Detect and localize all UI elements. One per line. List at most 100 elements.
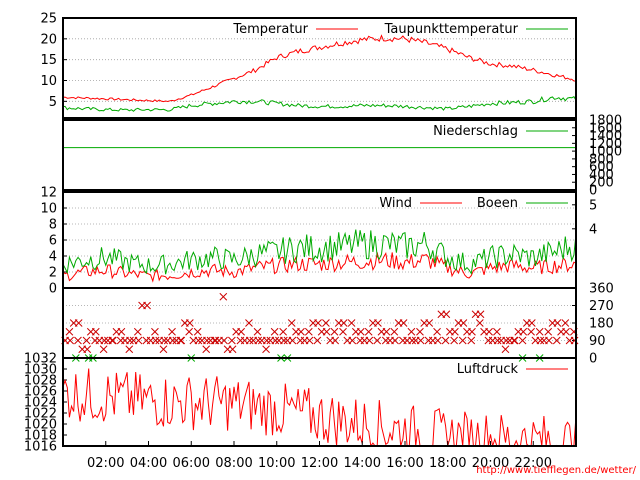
x-tick-label: 02:00 <box>87 456 124 471</box>
series-line-taupunkttemperatur <box>62 95 577 112</box>
direction-point <box>99 345 108 354</box>
direction-point <box>279 327 288 336</box>
x-axis: 02:00 04:00 06:00 08:00 10:00 12:00 14:00 16:00… <box>87 441 552 471</box>
y-tick-label: 6 <box>49 234 57 249</box>
direction-point <box>365 336 374 345</box>
y-tick-label-right: 1800 <box>589 114 622 129</box>
direction-point <box>553 319 562 327</box>
direction-point <box>374 319 382 327</box>
y-tick-label: 8 <box>49 218 57 233</box>
y-tick-label-right: 600 <box>589 160 614 175</box>
y-tick-label: 1032 <box>24 352 57 367</box>
direction-point <box>373 336 382 345</box>
direction-point <box>125 345 134 354</box>
y-tick-label-right: 180 <box>589 317 614 332</box>
direction-point <box>339 327 347 336</box>
direction-point <box>459 319 468 327</box>
x-tick-label: 16:00 <box>386 456 423 471</box>
direction-point <box>66 336 74 345</box>
direction-point <box>134 336 143 345</box>
x-tick-label: 04:00 <box>130 456 167 471</box>
y-tick-label-right: 1600 <box>589 121 622 136</box>
legend-label: Temperatur <box>232 22 308 37</box>
direction-point <box>194 336 203 345</box>
legend-label: Boeen <box>477 196 518 211</box>
direction-point <box>228 336 236 345</box>
y-tick-label-right: 270 <box>589 299 614 314</box>
direction-point <box>510 336 518 345</box>
direction-point <box>297 327 305 336</box>
y-tick-label-right: 5 <box>589 198 597 213</box>
footer-url[interactable]: http://www.tiefflegen.de/wetter/ <box>476 465 636 476</box>
y-tick-label: 1020 <box>24 418 57 433</box>
direction-point <box>133 327 142 336</box>
direction-point <box>270 327 279 336</box>
direction-point <box>288 336 297 345</box>
direction-point <box>450 336 459 345</box>
direction-point <box>211 336 220 345</box>
y-tick-label: 1028 <box>24 374 57 389</box>
direction-point <box>322 319 330 327</box>
direction-point <box>185 319 194 327</box>
y-tick-label: 2 <box>49 266 57 281</box>
direction-point <box>544 327 553 336</box>
direction-point <box>347 319 356 327</box>
legend-label: Luftdruck <box>457 362 519 377</box>
direction-point <box>65 327 74 336</box>
direction-point <box>245 319 253 327</box>
direction-point <box>552 336 561 345</box>
direction-point <box>502 336 511 345</box>
direction-point <box>203 336 211 345</box>
panel-temperature: 25 20 15 10 5 Taupunkttemperatur Temperatur <box>40 12 577 119</box>
y-tick-label-right: 0 <box>589 352 597 367</box>
direction-point <box>117 327 126 336</box>
direction-point <box>475 319 484 327</box>
y-tick-label: 1024 <box>24 396 57 411</box>
y-tick-label-right: 1400 <box>589 129 622 144</box>
direction-point <box>390 327 399 336</box>
direction-point <box>74 336 82 345</box>
y-tick-label-right: 800 <box>589 152 614 167</box>
direction-point <box>451 327 459 336</box>
direction-point <box>433 327 441 336</box>
direction-point <box>74 319 83 327</box>
x-tick-label: 22:00 <box>515 456 552 471</box>
direction-point <box>220 336 228 345</box>
direction-point <box>476 310 485 319</box>
direction-point <box>536 336 545 345</box>
series-line-temperatur <box>62 34 576 103</box>
y-tick-label: 1026 <box>24 385 57 400</box>
direction-point <box>126 336 134 345</box>
y-tick-label: 5 <box>49 95 57 110</box>
x-tick-label: 20:00 <box>472 456 509 471</box>
direction-point <box>262 336 271 345</box>
panel-frame <box>62 17 577 119</box>
direction-point <box>561 319 570 327</box>
direction-point <box>176 336 185 345</box>
panel-layer: 252015105TaupunkttemperaturTemperatur180… <box>24 12 622 455</box>
series-line-wind <box>62 251 577 283</box>
direction-point <box>305 336 314 345</box>
y-tick-label-right: 1000 <box>589 145 622 160</box>
direction-point <box>339 319 348 327</box>
panel-frame <box>62 287 577 359</box>
panel-frame <box>62 119 577 191</box>
direction-point <box>562 327 570 336</box>
y-tick-label: 10 <box>40 74 57 89</box>
direction-point <box>271 336 280 345</box>
direction-point <box>356 327 365 336</box>
direction-point <box>518 336 527 345</box>
direction-point <box>245 336 254 345</box>
direction-point <box>219 292 228 301</box>
direction-point <box>83 345 92 354</box>
y-tick-label: 1018 <box>24 429 57 444</box>
y-tick-label: 12 <box>40 186 57 201</box>
y-tick-label: 1016 <box>24 440 57 455</box>
direction-point <box>100 336 109 345</box>
y-tick-label-right: 90 <box>589 334 606 349</box>
direction-point <box>108 336 117 345</box>
direction-point <box>501 345 510 354</box>
direction-point <box>407 327 416 336</box>
